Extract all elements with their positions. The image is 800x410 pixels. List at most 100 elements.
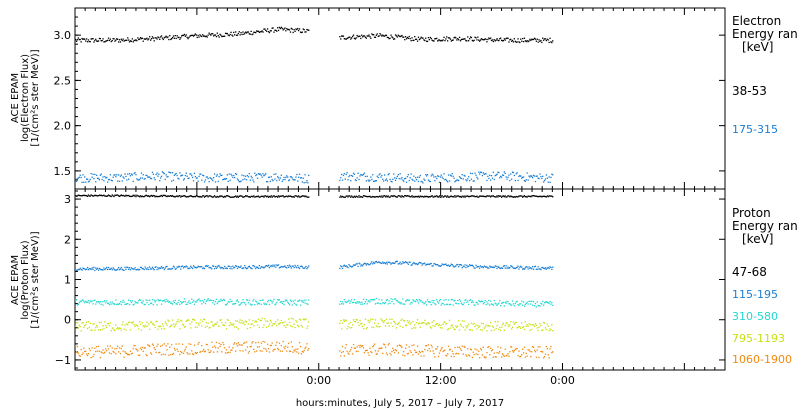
data-point — [256, 30, 259, 32]
data-point — [244, 302, 246, 304]
data-point — [362, 328, 365, 330]
proton-ylabel-line-3: [1/(cm²s ster MeV)] — [30, 231, 41, 328]
data-point — [217, 34, 219, 37]
data-point — [160, 194, 163, 197]
data-point — [277, 349, 280, 351]
data-point — [150, 195, 152, 197]
data-point — [281, 266, 283, 268]
data-point — [363, 303, 366, 305]
data-point — [181, 323, 184, 325]
data-point — [420, 36, 422, 38]
data-point — [235, 343, 238, 345]
data-point — [157, 298, 159, 301]
data-point — [266, 350, 268, 352]
data-point — [116, 328, 118, 330]
data-point — [202, 174, 204, 176]
data-point — [462, 196, 464, 198]
data-point — [106, 40, 108, 42]
data-point — [288, 29, 291, 31]
data-point — [240, 195, 242, 197]
data-point — [229, 322, 231, 324]
data-point — [428, 39, 430, 41]
data-point — [236, 320, 239, 322]
data-point — [94, 173, 96, 176]
data-point — [110, 40, 112, 43]
data-point — [184, 195, 186, 197]
data-point — [198, 298, 200, 300]
data-point — [378, 174, 380, 176]
data-point — [298, 326, 300, 328]
data-point — [159, 351, 161, 353]
data-point — [426, 345, 428, 347]
data-point — [361, 264, 363, 266]
data-point — [473, 267, 475, 269]
data-point — [368, 34, 370, 36]
data-point — [133, 323, 135, 326]
data-point — [498, 40, 500, 42]
data-point — [229, 33, 231, 36]
data-point — [422, 322, 424, 324]
data-point — [107, 323, 109, 325]
data-point — [477, 196, 479, 198]
data-point — [491, 303, 494, 305]
data-point — [296, 28, 298, 31]
data-point — [142, 300, 144, 302]
data-point — [538, 326, 540, 328]
data-point — [122, 299, 124, 302]
data-point — [354, 196, 356, 198]
data-point — [104, 351, 106, 353]
data-point — [296, 195, 298, 197]
data-point — [535, 356, 537, 358]
data-point — [344, 178, 346, 180]
data-point — [302, 267, 304, 269]
data-point — [153, 40, 155, 42]
series-1060-1900 — [75, 340, 554, 359]
data-point — [299, 177, 302, 179]
data-point — [180, 319, 182, 321]
data-point — [457, 346, 459, 348]
data-point — [140, 348, 143, 351]
data-point — [94, 39, 96, 42]
data-point — [362, 347, 365, 349]
data-point — [268, 31, 271, 34]
data-point — [453, 266, 455, 268]
data-point — [134, 39, 136, 42]
data-point — [540, 302, 542, 304]
data-point — [444, 179, 446, 181]
data-point — [462, 326, 464, 328]
data-point — [281, 180, 283, 183]
data-point — [183, 350, 186, 352]
data-point — [370, 299, 372, 301]
data-point — [434, 302, 436, 305]
data-point — [536, 175, 538, 177]
data-point — [192, 35, 195, 37]
data-point — [264, 195, 266, 197]
data-point — [513, 38, 515, 40]
data-point — [150, 39, 152, 41]
data-point — [449, 38, 452, 40]
data-point — [93, 353, 95, 356]
data-point — [299, 31, 302, 33]
data-point — [116, 38, 118, 40]
data-point — [490, 347, 492, 349]
data-point — [83, 181, 85, 183]
data-point — [357, 321, 359, 324]
data-point — [150, 177, 152, 180]
data-point — [433, 176, 435, 178]
data-point — [472, 351, 474, 353]
data-point — [242, 179, 244, 181]
data-point — [444, 263, 446, 265]
data-point — [396, 175, 398, 178]
data-point — [257, 30, 260, 32]
data-point — [110, 195, 112, 198]
data-point — [98, 194, 101, 196]
data-point — [437, 346, 439, 348]
data-point — [510, 346, 512, 348]
data-point — [131, 174, 133, 176]
data-point — [240, 302, 242, 304]
data-point — [122, 350, 124, 352]
data-point — [140, 329, 143, 331]
data-point — [346, 301, 348, 303]
data-point — [88, 40, 90, 43]
data-point — [222, 324, 224, 326]
